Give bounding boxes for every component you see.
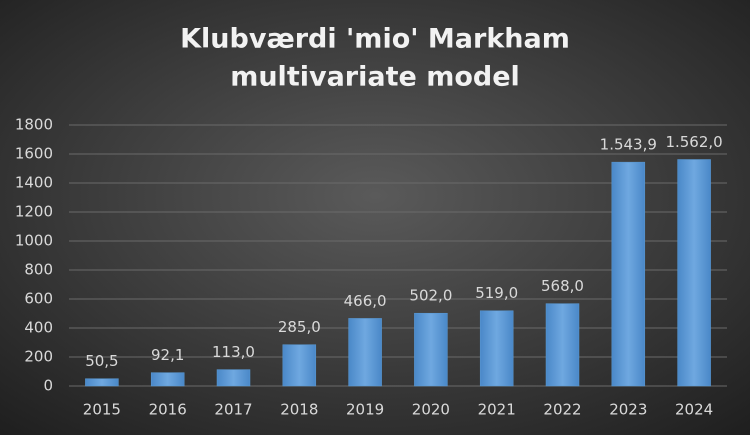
x-tick-label: 2024 (675, 401, 713, 419)
value-label: 568,0 (541, 277, 584, 295)
y-tick-label: 600 (24, 290, 53, 308)
value-label: 50,5 (85, 352, 118, 370)
x-tick-label: 2015 (83, 401, 121, 419)
bar (611, 161, 646, 387)
value-label: 113,0 (212, 343, 255, 361)
bar (150, 372, 185, 387)
bar (479, 310, 514, 387)
y-tick-label: 1600 (15, 145, 53, 163)
x-tick-label: 2017 (214, 401, 252, 419)
bar (348, 318, 382, 387)
y-tick-label: 1800 (15, 116, 53, 134)
bar (414, 312, 448, 387)
value-label: 1.543,9 (600, 136, 657, 154)
value-label: 502,0 (409, 287, 452, 305)
x-tick-label: 2018 (280, 401, 318, 419)
x-tick-label: 2023 (609, 401, 647, 419)
y-tick-label: 200 (24, 348, 53, 366)
value-label: 1.562,0 (665, 133, 722, 151)
value-label: 466,0 (344, 292, 387, 310)
bar (282, 344, 317, 387)
y-tick-label: 800 (24, 261, 53, 279)
chart-title: multivariate model (230, 62, 520, 93)
y-tick-label: 400 (24, 319, 53, 337)
value-label: 92,1 (151, 346, 184, 364)
x-tick-label: 2016 (149, 401, 187, 419)
bar (216, 369, 251, 387)
bar (677, 159, 711, 387)
y-tick-label: 1400 (15, 174, 53, 192)
chart-title: Klubværdi 'mio' Markham (180, 24, 570, 55)
x-tick-label: 2022 (543, 401, 581, 419)
value-label: 285,0 (278, 318, 321, 336)
x-tick-label: 2019 (346, 401, 384, 419)
bar (545, 303, 580, 387)
bar (85, 378, 119, 387)
y-tick-label: 0 (43, 377, 53, 395)
y-tick-label: 1200 (15, 203, 53, 221)
y-tick-label: 1000 (15, 232, 53, 250)
x-tick-label: 2020 (412, 401, 450, 419)
x-tick-label: 2021 (478, 401, 516, 419)
value-label: 519,0 (475, 284, 518, 302)
